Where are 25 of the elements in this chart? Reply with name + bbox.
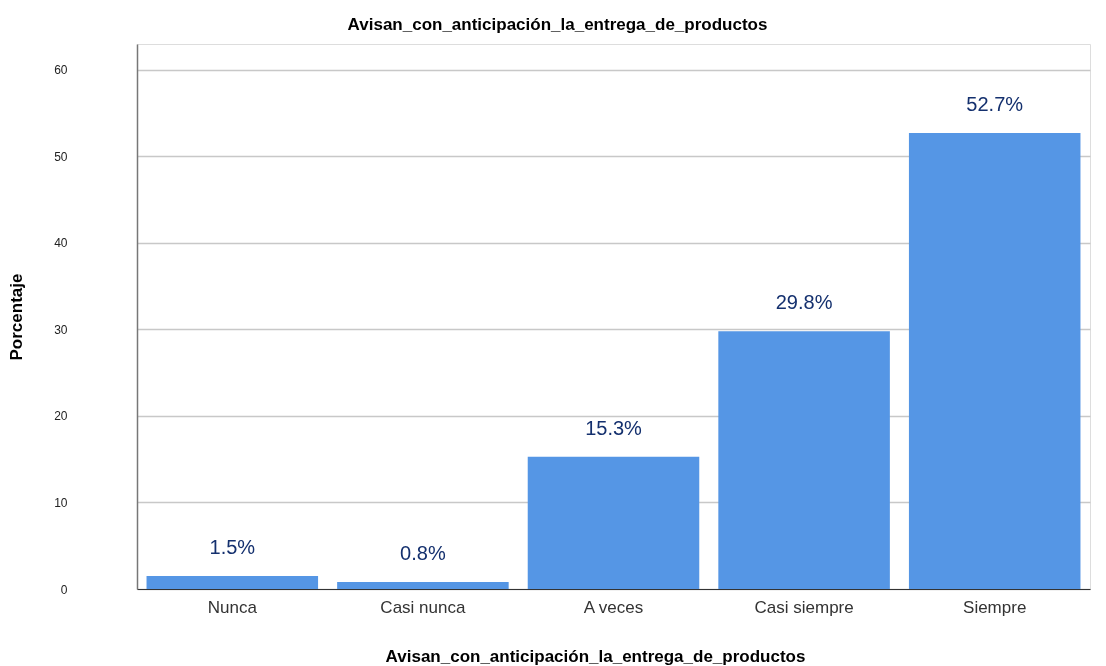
x-axis-title: Avisan_con_anticipación_la_entrega_de_productos	[385, 646, 806, 666]
data-label: 15.3%	[585, 416, 643, 439]
data-label: 0.8%	[400, 542, 446, 565]
y-tick-label: 60	[54, 63, 68, 78]
x-tick-label: Siempre	[963, 597, 1027, 617]
data-label: 29.8%	[775, 291, 833, 314]
y-tick-label: 40	[54, 236, 68, 251]
x-tick-label: Nunca	[207, 597, 258, 617]
bar	[337, 582, 509, 589]
x-tick-label: A veces	[583, 597, 644, 617]
bar	[527, 456, 700, 589]
bar	[908, 133, 1081, 589]
bar	[718, 331, 890, 589]
y-tick-label: 10	[54, 495, 68, 510]
y-tick-label: 50	[54, 149, 68, 164]
y-tick-label: 20	[54, 409, 68, 424]
data-label: 1.5%	[209, 536, 256, 559]
bar	[146, 576, 319, 589]
chart-title: Avisan_con_anticipación_la_entrega_de_productos	[347, 15, 768, 34]
x-tick-label: Casi siempre	[754, 597, 854, 617]
y-tick-label: 30	[54, 322, 68, 337]
y-axis-title: Porcentaje	[6, 273, 26, 361]
data-label: 52.7%	[966, 93, 1024, 116]
y-tick-label: 0	[60, 582, 68, 597]
x-tick-label: Casi nunca	[380, 597, 466, 617]
